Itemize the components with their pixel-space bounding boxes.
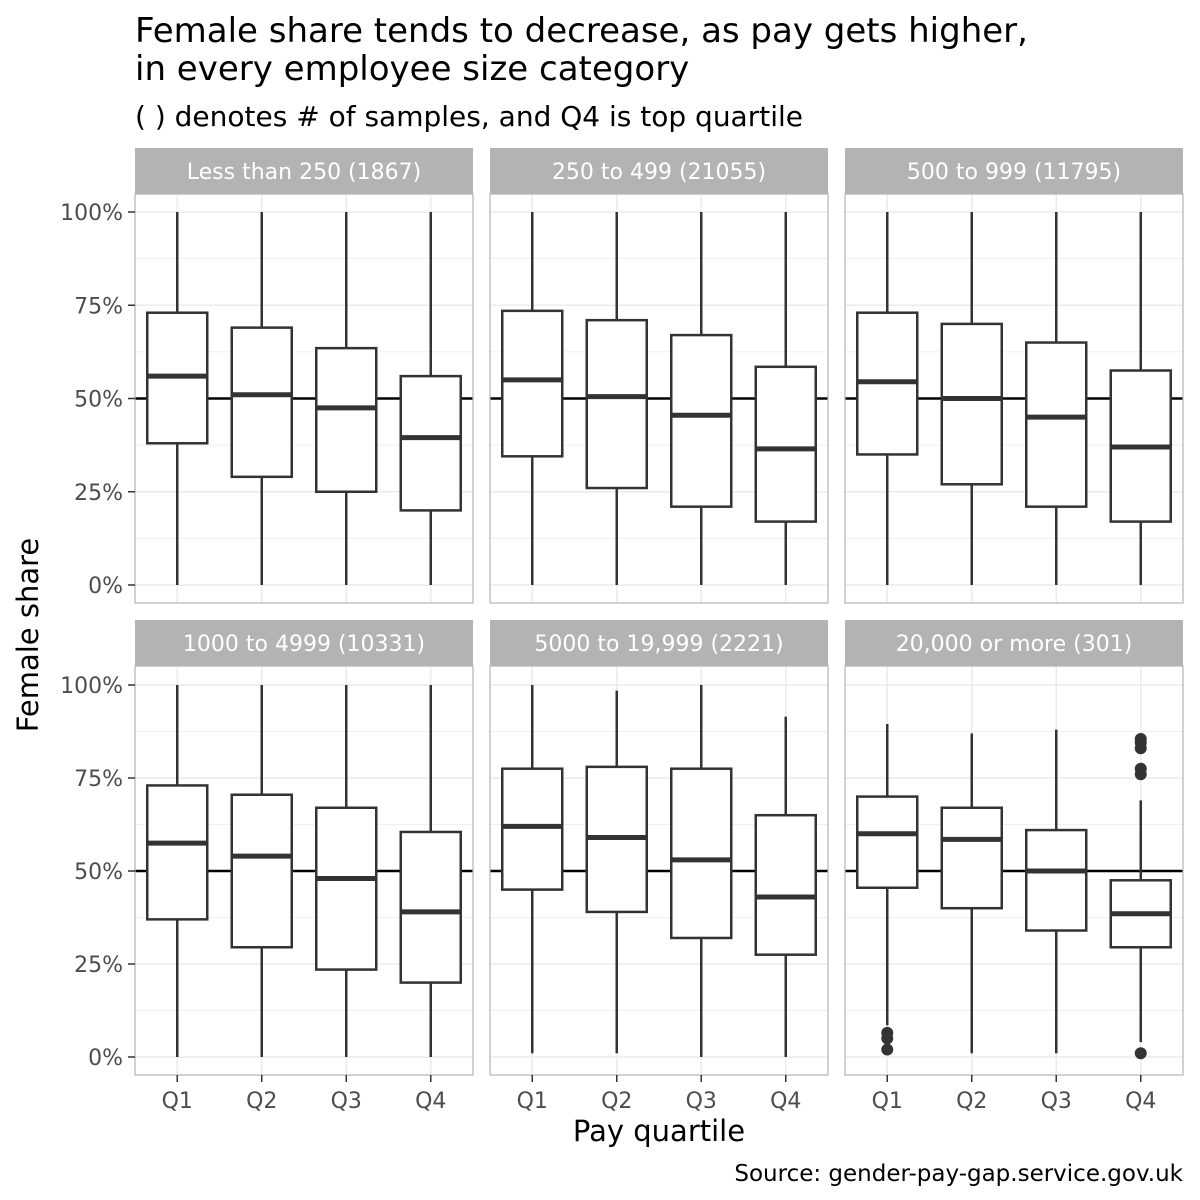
chart-title-line: in every employee size category	[135, 49, 689, 89]
outlier-point	[1134, 1047, 1147, 1060]
chart-title-line: Female share tends to decrease, as pay g…	[135, 11, 1028, 51]
iqr-box	[399, 830, 462, 984]
chart-title: Female share tends to decrease, as pay g…	[135, 11, 1028, 89]
facet-strip	[490, 620, 828, 666]
iqr-box	[501, 309, 564, 458]
box-q1	[501, 212, 564, 585]
iqr-box	[754, 813, 817, 956]
iqr-box	[315, 806, 378, 971]
outlier-point	[881, 1032, 894, 1045]
iqr-box	[230, 793, 293, 949]
chart-subtitle: ( ) denotes # of samples, and Q4 is top …	[135, 100, 803, 133]
outlier-point	[881, 1043, 894, 1056]
box-q4	[754, 212, 817, 585]
y-tick-label: 0%	[88, 1046, 123, 1071]
box-q1	[856, 212, 919, 585]
box-q4	[1109, 732, 1172, 1060]
y-tick-label: 75%	[74, 294, 123, 319]
iqr-box	[856, 795, 919, 889]
x-tick-label: Q4	[1125, 1089, 1156, 1114]
facet-strip	[135, 620, 473, 666]
x-tick-label: Q3	[1041, 1089, 1072, 1114]
y-tick-label: 25%	[74, 953, 123, 978]
facet-panel: 1000 to 4999 (10331) 0% 25% 50% 75% 100% Q1 Q2 Q…	[60, 620, 474, 1114]
facet-strip	[845, 148, 1183, 194]
facet-strip-label: 1000 to 4999 (10331)	[183, 632, 425, 657]
x-tick-label: Q3	[686, 1089, 717, 1114]
box-q2	[585, 212, 648, 585]
iqr-box	[1025, 341, 1088, 508]
box-q3	[1025, 212, 1088, 585]
box-q4	[754, 716, 817, 1057]
box-q3	[670, 685, 733, 1057]
outlier-point	[1134, 768, 1147, 781]
y-tick-label: 100%	[60, 201, 123, 226]
outlier-point	[1134, 742, 1147, 755]
x-tick-label: Q1	[162, 1089, 193, 1114]
facet-strip-label: 5000 to 19,999 (2221)	[534, 632, 783, 657]
facet-panel: 500 to 999 (11795)	[844, 148, 1184, 604]
x-tick-label: Q1	[872, 1089, 903, 1114]
iqr-box	[146, 784, 209, 921]
box-q2	[585, 690, 648, 1054]
box-q2	[940, 733, 1003, 1054]
iqr-box	[670, 767, 733, 940]
facet-strip-label: Less than 250 (1867)	[187, 160, 421, 185]
box-q3	[315, 212, 378, 585]
box-q1	[856, 724, 919, 1056]
iqr-box	[230, 326, 293, 479]
y-tick-label: 100%	[60, 674, 123, 699]
box-q4	[1109, 212, 1172, 585]
y-tick-label: 25%	[74, 481, 123, 506]
x-tick-label: Q3	[331, 1089, 362, 1114]
box-q3	[1025, 729, 1088, 1054]
iqr-box	[940, 806, 1003, 910]
iqr-box	[501, 767, 564, 891]
y-tick-label: 75%	[74, 767, 123, 792]
x-tick-label: Q2	[601, 1089, 632, 1114]
iqr-box	[940, 322, 1003, 486]
box-q2	[230, 212, 293, 585]
facet-strip	[490, 148, 828, 194]
x-tick-label: Q1	[517, 1089, 548, 1114]
box-q1	[501, 685, 564, 1054]
x-axis-label: Pay quartile	[573, 1114, 745, 1148]
facet-panel: 250 to 499 (21055)	[489, 148, 829, 604]
box-q2	[230, 685, 293, 1057]
iqr-box	[315, 346, 378, 493]
iqr-box	[754, 365, 817, 523]
box-q2	[940, 212, 1003, 585]
facet-panel: 5000 to 19,999 (2221) Q1 Q2 Q3 Q4	[489, 620, 829, 1114]
iqr-box	[399, 374, 462, 512]
x-tick-label: Q2	[956, 1089, 987, 1114]
box-q3	[670, 212, 733, 585]
facet-strip-label: 500 to 999 (11795)	[907, 160, 1121, 185]
box-q3	[315, 685, 378, 1057]
box-q1	[146, 685, 209, 1057]
facet-strip	[845, 620, 1183, 666]
x-tick-label: Q2	[246, 1089, 277, 1114]
x-tick-label: Q4	[770, 1089, 801, 1114]
iqr-box	[585, 318, 648, 490]
box-q4	[399, 685, 462, 1057]
facet-strip-label: 250 to 499 (21055)	[552, 160, 766, 185]
y-tick-label: 50%	[74, 388, 123, 413]
facet-panel: 20,000 or more (301) Q1 Q2 Q3 Q4	[844, 620, 1184, 1114]
x-tick-label: Q4	[415, 1089, 446, 1114]
source-caption: Source: gender-pay-gap.service.gov.uk	[734, 1161, 1183, 1187]
y-tick-label: 0%	[88, 574, 123, 599]
y-tick-label: 50%	[74, 860, 123, 885]
box-q4	[399, 212, 462, 585]
facet-panels: Less than 250 (1867) 0% 25% 50% 75% 100% 250 t…	[60, 148, 1184, 1114]
facet-panel: Less than 250 (1867) 0% 25% 50% 75% 100%	[60, 148, 474, 604]
y-axis-label: Female share	[11, 538, 45, 732]
iqr-box	[1025, 828, 1088, 932]
facet-strip	[135, 148, 473, 194]
box-q1	[146, 212, 209, 585]
iqr-box	[670, 333, 733, 508]
facet-strip-label: 20,000 or more (301)	[896, 632, 1133, 657]
